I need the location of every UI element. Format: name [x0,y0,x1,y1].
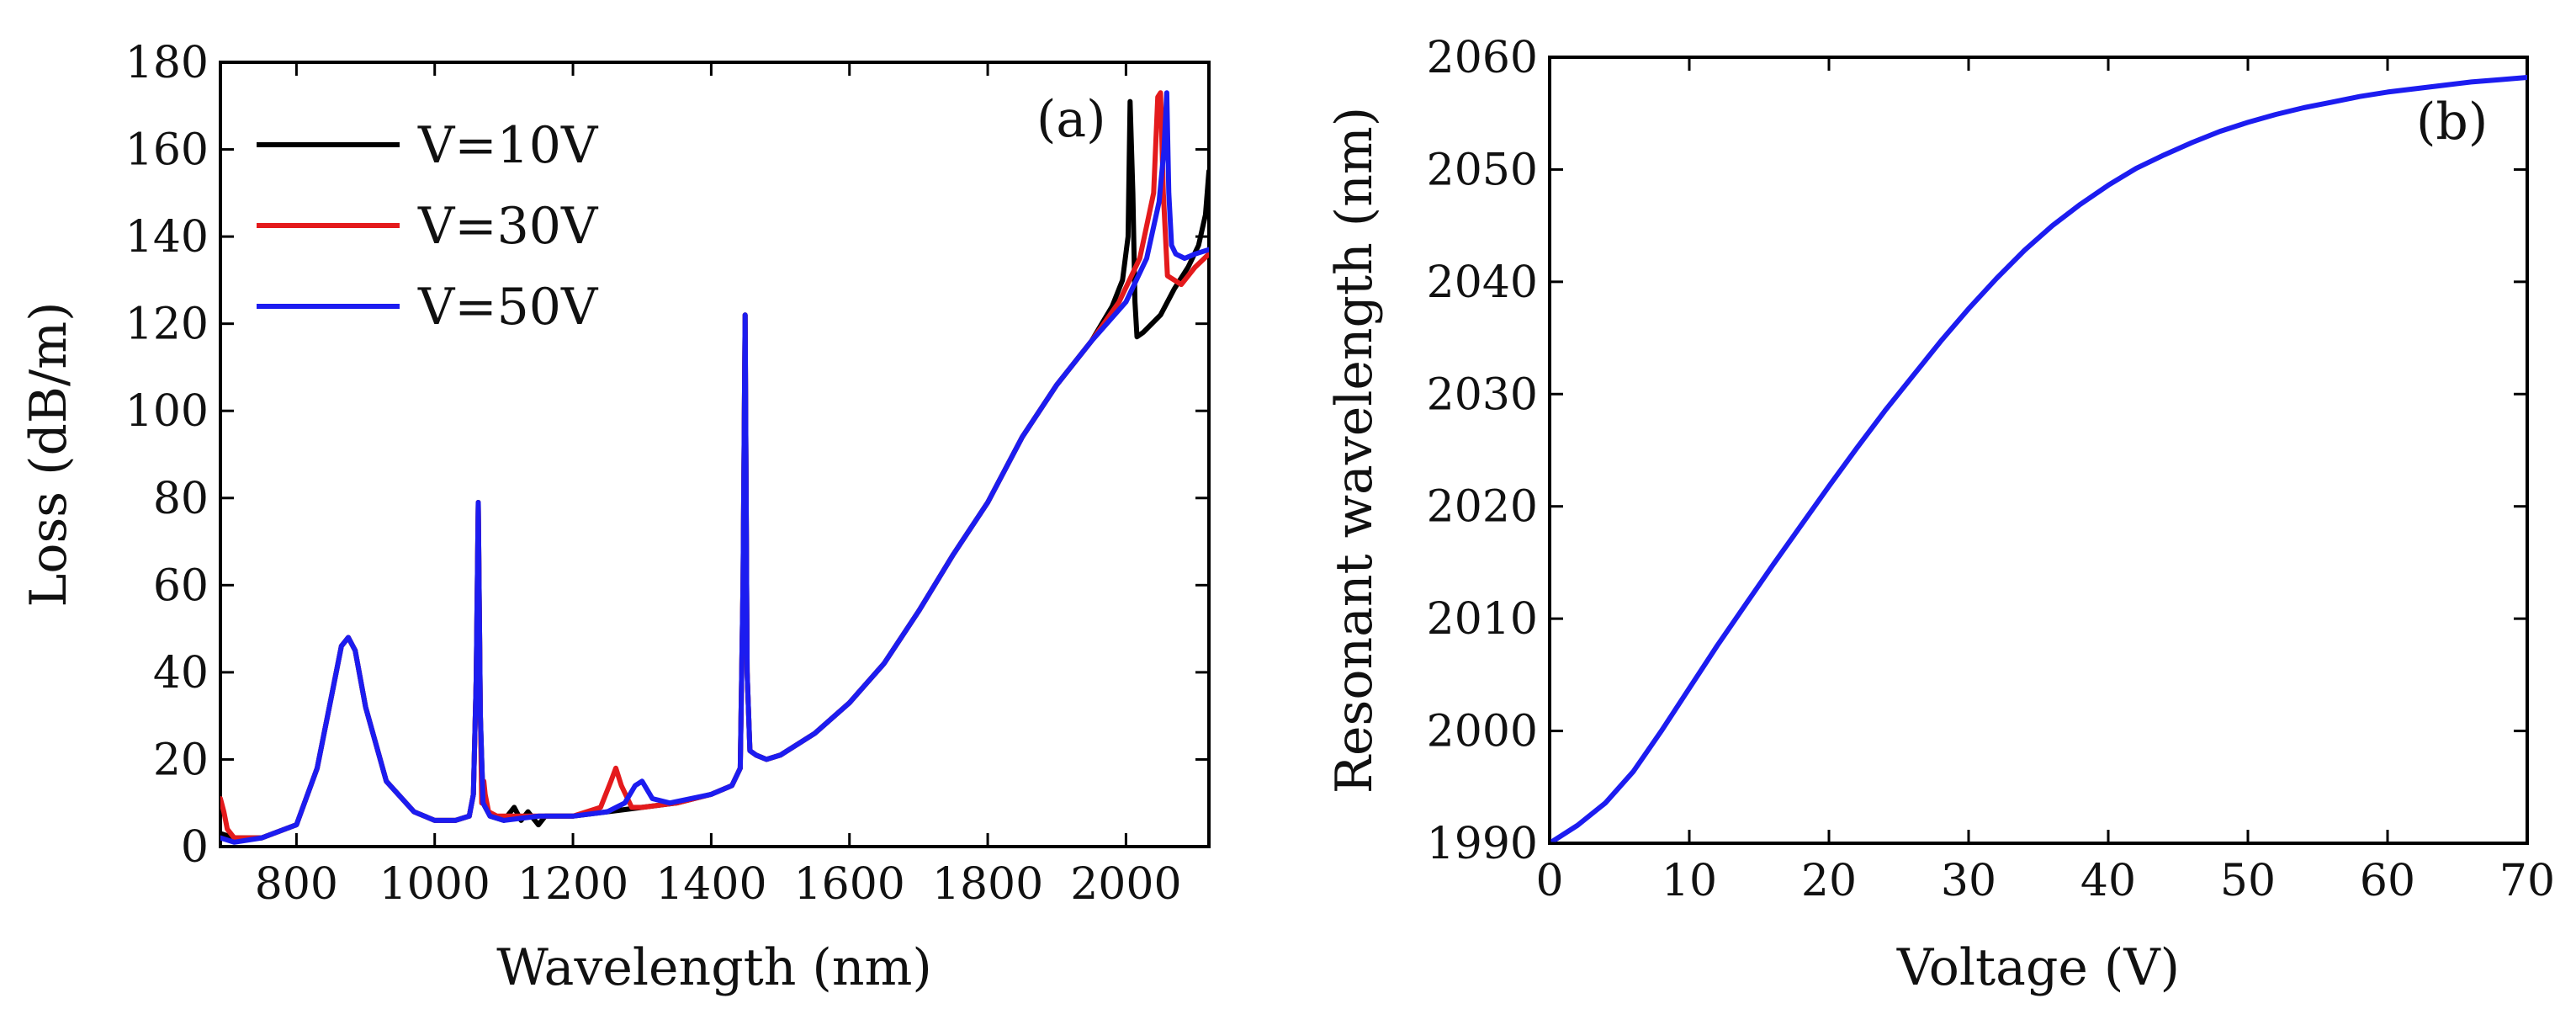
panel-b-x-tick-label: 70 [2499,856,2555,906]
panel-b-y-tick-label: 2010 [1427,594,1538,645]
panel-b-y-tick-label: 2020 [1427,482,1538,533]
panel-a-series-line-3 [220,90,1209,845]
panel-b-x-tick-label: 60 [2360,856,2415,906]
panel-a-letter: (a) [1036,90,1106,149]
panel-a-y-tick-label: 120 [125,300,209,350]
panel-b-x-tick-label: 40 [2080,856,2136,906]
panel-b-x-tick-label: 50 [2220,856,2276,906]
panel-a-y-tick-label: 0 [181,822,209,873]
legend-label-1: V=10V [417,116,599,175]
panel-a-y-tick-label: 180 [125,38,209,88]
panel-a-x-tick-label: 1600 [794,859,905,910]
panel-b-letter: (b) [2416,93,2488,151]
panel-b-y-tick-label: 2050 [1427,145,1538,195]
panel-b-series-line-1 [1550,75,2527,843]
panel-b-x-tick-label: 30 [1941,856,1996,906]
panel-a-y-tick-label: 60 [153,560,209,611]
panel-a-x-tick-label: 800 [255,859,338,910]
panel-b-x-axis-title: Voltage (V) [1896,938,2180,997]
panel-a-y-tick-label: 40 [153,648,209,698]
panel-a-x-tick-label: 1000 [379,859,490,910]
panel-b-y-tick-label: 2040 [1427,258,1538,308]
panel-a-y-tick-label: 100 [125,386,209,437]
panel-a-loss-chart: 800 1000 1200 1400 1600 1800 2000 0 20 40 60 80 100 1… [19,38,1211,997]
panel-b-y-tick-label: 2030 [1427,369,1538,420]
panel-b-y-axis-title: Resonant wavelength (nm) [1325,107,1384,794]
panel-a-x-axis-title: Wavelength (nm) [496,938,932,997]
panel-b-resonance-chart: 0 10 20 30 40 50 60 701990200020102020203020402… [1325,33,2555,997]
panel-a-y-axis-title: Loss (dB/m) [19,301,78,607]
panel-a-plot-frame [219,61,1211,848]
panel-b-y-tick-label: 2000 [1427,707,1538,757]
panel-b-x-tick-label: 10 [1662,856,1717,906]
panel-b-x-tick-label: 20 [1801,856,1857,906]
panel-b-y-tick-label: 2060 [1427,33,1538,83]
panel-b-x-tick-label: 0 [1535,856,1563,906]
panel-a-x-tick-label: 1800 [932,859,1043,910]
panel-a-x-tick-label: 1400 [655,859,766,910]
legend-label-2: V=30V [417,197,599,256]
panel-b-plot-frame [1548,56,2529,845]
panel-a-y-tick-label: 140 [125,212,209,263]
panel-a-y-tick-label: 20 [153,735,209,785]
panel-a-y-tick-label: 80 [153,474,209,524]
panel-a-y-tick-label: 160 [125,125,209,176]
legend-label-3: V=50V [417,278,599,337]
panel-a-x-tick-label: 2000 [1070,859,1181,910]
panel-b-y-tick-label: 1990 [1427,819,1538,869]
panel-a-x-tick-label: 1200 [517,859,628,910]
